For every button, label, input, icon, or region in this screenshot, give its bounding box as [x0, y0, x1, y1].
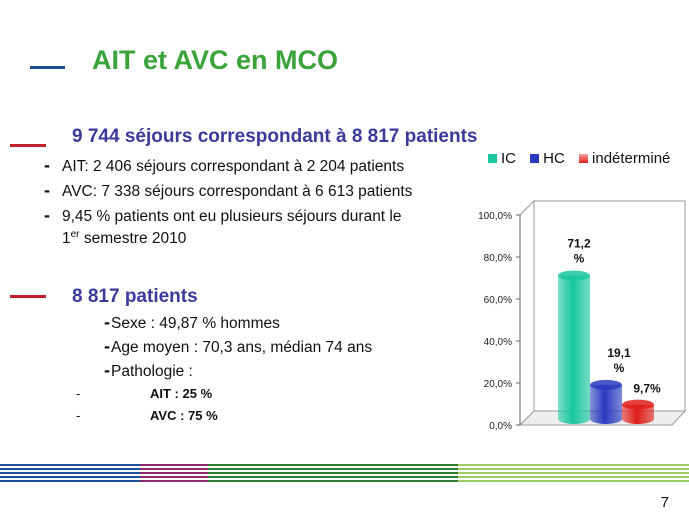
bar-chart: 0,0%20,0%40,0%60,0%80,0%100,0%71,2%19,1%… — [478, 199, 687, 432]
bar-indtermin-body — [622, 404, 654, 424]
data-label-2: 9,7% — [633, 382, 661, 396]
bullet-ait: - AIT: 2 406 séjours correspondant à 2 20… — [44, 155, 405, 175]
chart-back-wall — [533, 200, 686, 412]
bar-ic-top — [558, 270, 590, 281]
item-sexe: -Sexe : 49,87 % hommes — [104, 312, 280, 332]
y-tick-label: 0,0% — [489, 421, 512, 432]
legend-item-hc: HC — [530, 150, 565, 167]
y-tick-label: 80,0% — [484, 253, 512, 264]
y-tick-label: 20,0% — [484, 379, 512, 390]
legend-item-indetermine: indéterminé — [579, 150, 670, 167]
bullet-avc: - AVC: 7 338 séjours correspondant à 6 61… — [44, 180, 413, 200]
bullet-multi-line2: 1er semestre 2010 — [62, 229, 187, 247]
chart-legend: IC HC indéterminé — [488, 150, 680, 167]
sub-item-avc-dash: - — [76, 408, 81, 423]
bar-hc-top — [590, 379, 622, 390]
page-number: 7 — [660, 494, 669, 511]
data-label-0: 71,2 — [567, 236, 591, 250]
title-accent-bar — [30, 66, 65, 69]
section1-heading: 9 744 séjours correspondant à 8 817 pati… — [72, 126, 478, 147]
bar-indtermin-top — [622, 399, 654, 410]
bullet-avc-text: AVC: 7 338 séjours correspondant à 6 613… — [62, 183, 413, 200]
y-tick-label: 60,0% — [484, 295, 512, 306]
sub-item-avc: AVC : 75 % — [150, 408, 218, 423]
bar-hc-body — [590, 384, 622, 424]
legend-swatch-indetermine — [579, 154, 589, 163]
sub-item-ait-dash: - — [76, 386, 81, 401]
sub-item-ait: AIT : 25 % — [150, 386, 213, 401]
bar-ic-body — [558, 275, 590, 424]
section2-accent-bar — [10, 295, 46, 298]
bullet-multi-sejours: -9,45 % patients ont eu plusieurs séjour… — [44, 205, 402, 225]
y-tick-label: 100,0% — [478, 211, 512, 222]
item-age: -Age moyen : 70,3 ans, médian 74 ans — [104, 336, 373, 356]
legend-swatch-hc — [530, 154, 540, 163]
chart-side-wall — [519, 199, 535, 427]
data-label-1: 19,1 — [607, 346, 631, 360]
legend-swatch-ic — [488, 154, 497, 163]
footer-stripes — [0, 464, 689, 482]
section1-accent-bar — [10, 144, 46, 147]
bullet-ait-text: AIT: 2 406 séjours correspondant à 2 204… — [62, 158, 405, 175]
data-label-1: % — [614, 361, 625, 375]
item-pathologie: -Pathologie : — [104, 360, 193, 380]
page-title: AIT et AVC en MCO — [92, 45, 339, 75]
y-tick-label: 40,0% — [484, 337, 512, 348]
data-label-0: % — [574, 251, 585, 265]
legend-item-ic: IC — [488, 150, 516, 167]
section2-heading: 8 817 patients — [72, 286, 198, 307]
bullet-multi-text: 9,45 % patients ont eu plusieurs séjours… — [62, 208, 402, 225]
